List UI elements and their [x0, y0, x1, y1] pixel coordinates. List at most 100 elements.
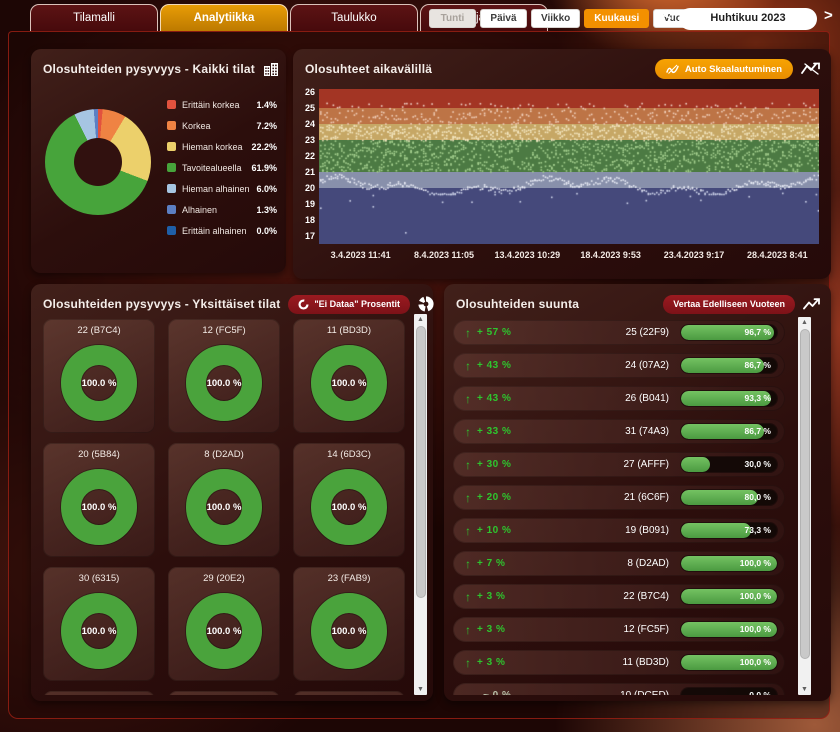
- rooms-panel-title: Olosuhteiden pysyvyys - Yksittäiset tila…: [43, 297, 281, 311]
- gauge-card[interactable]: 30 (6315) 100.0 %: [43, 567, 155, 681]
- y-tick-label: 24: [304, 119, 315, 130]
- gauge-ring: [311, 593, 387, 669]
- legend-value: 22.2%: [251, 141, 277, 152]
- trend-row[interactable]: ↑ + 7 % 8 (D2AD) 100,0 %: [453, 551, 785, 576]
- trend-row[interactable]: ↑ + 3 % 22 (B7C4) 100,0 %: [453, 584, 785, 609]
- trend-progress-value: 100,0 %: [739, 657, 771, 667]
- scroll-down-icon[interactable]: ▼: [801, 686, 808, 693]
- pie-chart-icon[interactable]: [418, 296, 434, 312]
- gauge-card-title: 14 (6D3C): [327, 449, 371, 460]
- tab-analytiikka[interactable]: Analytiikka: [160, 4, 288, 31]
- gauge-cards-viewport: 22 (B7C4) 100.0 % 12 (FC5F) 100.0 % 11 (BD3D…: [39, 314, 411, 695]
- gauge-card[interactable]: 11 (BD3D) 100.0 %: [293, 319, 405, 433]
- trend-progress-value: 86,7 %: [744, 426, 771, 436]
- trend-progress-value: 93,3 %: [744, 393, 771, 403]
- time-option-kuukausi[interactable]: Kuukausi: [584, 9, 650, 28]
- gauge-value: 100.0 %: [206, 625, 242, 637]
- trend-lines-icon[interactable]: [801, 62, 821, 76]
- legend-swatch: [167, 205, 176, 214]
- trend-change-label: ~ 0 %: [483, 690, 511, 695]
- time-option-tunti: Tunti: [429, 9, 476, 28]
- trend-row[interactable]: ↑ + 10 % 19 (B091) 73,3 %: [453, 518, 785, 543]
- arrow-up-icon: ↑: [465, 457, 471, 472]
- gauge-ring: [61, 469, 137, 545]
- x-tick-label: 23.4.2023 9:17: [663, 250, 725, 260]
- gauge-donut: 100.0 %: [61, 345, 137, 421]
- gauge-card-partial[interactable]: [293, 691, 405, 695]
- all-rooms-donut-chart[interactable]: [45, 109, 151, 215]
- trend-change-label: + 30 %: [477, 459, 512, 470]
- trend-row[interactable]: → ~ 0 % 10 (DCED) 0,0 %: [453, 683, 785, 695]
- trend-progress-bar: 96,7 %: [681, 325, 777, 340]
- trend-row[interactable]: ↑ + 3 % 11 (BD3D) 100,0 %: [453, 650, 785, 675]
- gauge-card-partial[interactable]: [168, 691, 280, 695]
- trending-up-icon[interactable]: [803, 297, 821, 311]
- trend-progress-fill: [681, 523, 752, 538]
- gauge-card-title: 20 (5B84): [78, 449, 120, 460]
- gauge-donut: 100.0 %: [311, 345, 387, 421]
- compare-previous-year-button[interactable]: Vertaa Edelliseen Vuoteen: [663, 294, 795, 314]
- trend-scroll-thumb[interactable]: [799, 329, 810, 659]
- trend-change-label: + 57 %: [477, 327, 512, 338]
- y-tick-label: 17: [304, 231, 315, 241]
- gauge-donut: 100.0 %: [61, 469, 137, 545]
- no-data-percent-button[interactable]: "Ei Dataa" Prosentit: [288, 294, 410, 314]
- trend-room-label: 26 (B041): [625, 393, 669, 404]
- y-tick-label: 25: [304, 103, 315, 114]
- individual-rooms-panel: Olosuhteiden pysyvyys - Yksittäiset tila…: [31, 284, 434, 701]
- legend-item: Korkea 7.2%: [167, 115, 277, 136]
- gauge-card-title: 30 (6315): [78, 573, 120, 584]
- gauge-card[interactable]: 12 (FC5F) 100.0 %: [168, 319, 280, 433]
- trend-progress-value: 73,3 %: [744, 525, 771, 535]
- trend-progress-fill: [681, 358, 765, 373]
- trend-progress-value: 0,0 %: [749, 690, 771, 695]
- legend-label: Erittäin alhainen: [182, 225, 247, 236]
- trend-progress-bar: 100,0 %: [681, 622, 777, 637]
- gauge-card[interactable]: 22 (B7C4) 100.0 %: [43, 319, 155, 433]
- auto-scale-button[interactable]: Auto Skaalautuminen: [654, 59, 793, 79]
- trend-room-label: 12 (FC5F): [623, 624, 669, 635]
- tab-taulukko[interactable]: Taulukko: [290, 4, 418, 31]
- date-picker[interactable]: Huhtikuu 2023: [679, 8, 817, 30]
- gauge-card-partial[interactable]: [43, 691, 155, 695]
- scroll-down-icon[interactable]: ▼: [417, 686, 424, 693]
- trend-row[interactable]: ↑ + 20 % 21 (6C6F) 80,0 %: [453, 485, 785, 510]
- trend-row[interactable]: ↑ + 57 % 25 (22F9) 96,7 %: [453, 320, 785, 345]
- gauge-card[interactable]: 20 (5B84) 100.0 %: [43, 443, 155, 557]
- scatter-plot[interactable]: [319, 89, 819, 244]
- gauge-card[interactable]: 23 (FAB9) 100.0 %: [293, 567, 405, 681]
- trend-row[interactable]: ↑ + 43 % 26 (B041) 93,3 %: [453, 386, 785, 411]
- tab-tilamalli[interactable]: Tilamalli: [30, 4, 158, 31]
- gauge-card[interactable]: 29 (20E2) 100.0 %: [168, 567, 280, 681]
- trend-row[interactable]: ↑ + 3 % 12 (FC5F) 100,0 %: [453, 617, 785, 642]
- date-next-button[interactable]: >: [824, 7, 833, 24]
- trend-row[interactable]: ↑ + 33 % 31 (74A3) 86,7 %: [453, 419, 785, 444]
- trend-progress-bar: 0,0 %: [681, 688, 777, 695]
- legend-swatch: [167, 163, 176, 172]
- trend-room-label: 11 (BD3D): [622, 657, 670, 668]
- time-option-päivä[interactable]: Päivä: [480, 9, 527, 28]
- trend-progress-bar: 100,0 %: [681, 655, 777, 670]
- time-option-viikko[interactable]: Viikko: [531, 9, 581, 28]
- trend-room-label: 25 (22F9): [625, 327, 669, 338]
- trend-row[interactable]: ↑ + 43 % 24 (07A2) 86,7 %: [453, 353, 785, 378]
- gauge-value: 100.0 %: [81, 377, 117, 389]
- trend-change-label: + 10 %: [477, 525, 512, 536]
- rooms-scroll-thumb[interactable]: [415, 326, 426, 598]
- building-icon[interactable]: [263, 61, 279, 77]
- dashboard-content: Olosuhteiden pysyvyys - Kaikki tilat Eri…: [8, 31, 831, 719]
- gauge-card[interactable]: 8 (D2AD) 100.0 %: [168, 443, 280, 557]
- scroll-up-icon[interactable]: ▲: [801, 319, 808, 326]
- trend-scrollbar[interactable]: ▲ ▼: [798, 317, 811, 695]
- gauge-donut: 100.0 %: [186, 345, 262, 421]
- trend-row[interactable]: ↑ + 30 % 27 (AFFF) 30,0 %: [453, 452, 785, 477]
- trend-change-label: + 3 %: [477, 657, 506, 668]
- gauge-card[interactable]: 14 (6D3C) 100.0 %: [293, 443, 405, 557]
- gauge-value: 100.0 %: [331, 625, 367, 637]
- legend-item: Hieman alhainen 6.0%: [167, 178, 277, 199]
- date-prev-button[interactable]: <: [663, 7, 672, 24]
- scroll-up-icon[interactable]: ▲: [417, 316, 424, 323]
- rooms-scrollbar[interactable]: ▲ ▼: [414, 314, 427, 695]
- x-tick-label: 28.4.2023 8:41: [747, 250, 808, 260]
